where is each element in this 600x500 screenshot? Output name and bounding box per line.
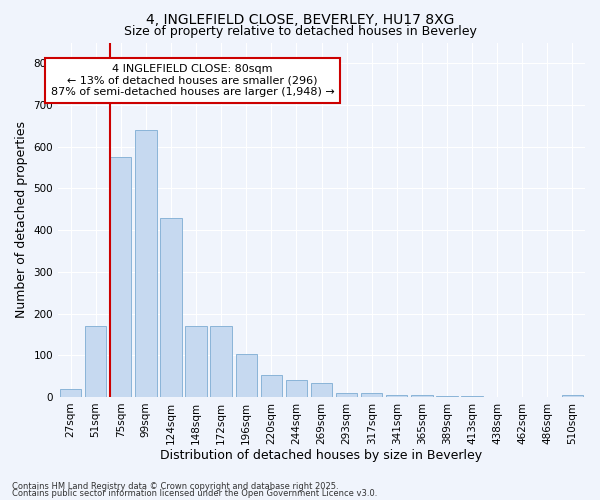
Text: Size of property relative to detached houses in Beverley: Size of property relative to detached ho… bbox=[124, 25, 476, 38]
Bar bbox=[562, 396, 583, 397]
Bar bbox=[386, 395, 407, 397]
Bar bbox=[311, 383, 332, 397]
Bar bbox=[361, 393, 382, 397]
Bar bbox=[436, 396, 458, 397]
Bar bbox=[411, 396, 433, 397]
Bar bbox=[260, 376, 282, 397]
Bar bbox=[211, 326, 232, 397]
Bar bbox=[135, 130, 157, 397]
Text: 4, INGLEFIELD CLOSE, BEVERLEY, HU17 8XG: 4, INGLEFIELD CLOSE, BEVERLEY, HU17 8XG bbox=[146, 12, 454, 26]
Bar bbox=[336, 393, 357, 397]
Y-axis label: Number of detached properties: Number of detached properties bbox=[15, 121, 28, 318]
Bar bbox=[286, 380, 307, 397]
Bar bbox=[60, 388, 81, 397]
Text: Contains public sector information licensed under the Open Government Licence v3: Contains public sector information licen… bbox=[12, 489, 377, 498]
Bar bbox=[185, 326, 207, 397]
Bar bbox=[160, 218, 182, 397]
Bar bbox=[110, 157, 131, 397]
Text: 4 INGLEFIELD CLOSE: 80sqm
← 13% of detached houses are smaller (296)
87% of semi: 4 INGLEFIELD CLOSE: 80sqm ← 13% of detac… bbox=[50, 64, 334, 97]
Bar bbox=[85, 326, 106, 397]
X-axis label: Distribution of detached houses by size in Beverley: Distribution of detached houses by size … bbox=[160, 450, 482, 462]
Text: Contains HM Land Registry data © Crown copyright and database right 2025.: Contains HM Land Registry data © Crown c… bbox=[12, 482, 338, 491]
Bar bbox=[236, 354, 257, 397]
Bar bbox=[461, 396, 483, 397]
